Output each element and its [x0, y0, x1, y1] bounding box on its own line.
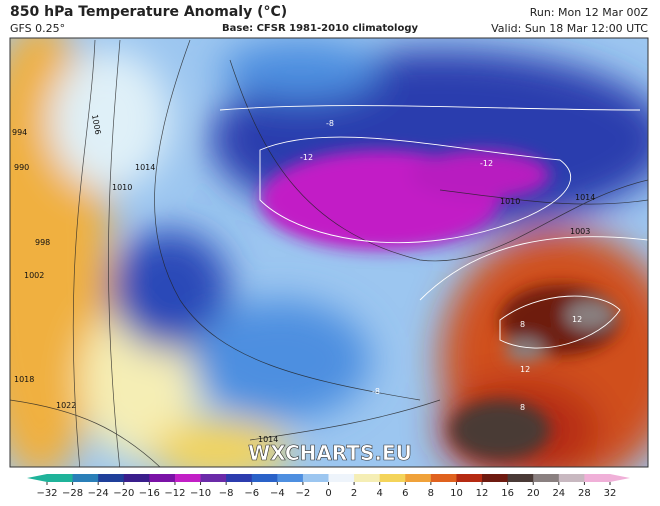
valid: Valid: Sun 18 Mar 12:00 UTC: [491, 22, 648, 35]
isobar-label: 1006: [90, 114, 102, 136]
colorbar-tick-label: 8: [428, 488, 434, 499]
watermark: WXCHARTS.EU: [248, 441, 412, 465]
colorbar-segment: [149, 474, 176, 482]
colorbar-tick-label: −10: [190, 488, 211, 499]
colorbar-tick-label: −6: [244, 488, 259, 499]
colorbar-tick-label: 2: [351, 488, 357, 499]
colorbar-segment: [379, 474, 406, 482]
isobar-label: 1014: [575, 193, 595, 202]
colorbar-tick-label: 0: [325, 488, 331, 499]
colorbar-tick-label: 16: [501, 488, 514, 499]
colorbar-tick-label: −4: [270, 488, 285, 499]
colorbar-tick-label: 32: [604, 488, 617, 499]
colorbar-arrow-low: [27, 474, 47, 482]
colorbar-segment: [354, 474, 381, 482]
isobars: [10, 39, 648, 467]
isobar-label: 1010: [112, 183, 132, 192]
run: Run: Mon 12 Mar 00Z: [529, 6, 648, 19]
colorbar-segment: [226, 474, 253, 482]
colorbar: −32 −28 −24 −20 −16 −12 −10 −8 −6 −4 −2 0 2 4 6 8 10 12 16…: [27, 474, 630, 499]
anomaly-label: 8: [520, 403, 525, 412]
anomaly-label: -12: [300, 153, 313, 162]
colorbar-segment: [47, 474, 74, 482]
colorbar-segment: [507, 474, 534, 482]
colorbar-tick-label: 12: [476, 488, 489, 499]
colorbar-segment: [123, 474, 150, 482]
colorbar-segment: [405, 474, 432, 482]
colorbar-tick-label: 10: [450, 488, 463, 499]
anomaly-field: 994 1006 990 998 1002 1010 1014 1018 102…: [10, 38, 648, 467]
colorbar-tick-label: −24: [88, 488, 109, 499]
colorbar-segment: [302, 474, 329, 482]
colorbar-segment: [533, 474, 560, 482]
isobar-label: 998: [35, 238, 50, 247]
anomaly-label: 8: [520, 320, 525, 329]
isobar-label: 1010: [500, 197, 520, 206]
colorbar-tick-label: −12: [164, 488, 185, 499]
model: GFS 0.25°: [10, 22, 66, 35]
colorbar-tick-label: 6: [402, 488, 408, 499]
colorbar-segment: [277, 474, 304, 482]
isobar-label: 1014: [135, 163, 155, 172]
colorbar-segment: [558, 474, 585, 482]
isobar-label: 1022: [56, 401, 76, 410]
isobar-labels: 994 1006 990 998 1002 1010 1014 1018 102…: [12, 114, 595, 444]
anomaly-label: 12: [520, 365, 530, 374]
isobar-label: 994: [12, 128, 27, 137]
anomaly-label: -8: [326, 119, 334, 128]
title: 850 hPa Temperature Anomaly (°C): [10, 4, 288, 20]
isobar-label: 1003: [570, 227, 590, 236]
colorbar-tick-label: 28: [578, 488, 591, 499]
base: Base: CFSR 1981-2010 climatology: [222, 23, 419, 34]
colorbar-tick-label: −2: [296, 488, 311, 499]
colorbar-tick-label: −16: [139, 488, 160, 499]
colorbar-segment: [430, 474, 457, 482]
isobar-label: 1014: [258, 435, 278, 444]
colorbar-segment: [200, 474, 227, 482]
colorbar-tick-label: −32: [36, 488, 57, 499]
colorbar-segment: [174, 474, 202, 482]
isobar-label: 990: [14, 163, 29, 172]
colorbar-segment: [98, 474, 125, 482]
colorbar-arrow-high: [610, 474, 630, 482]
isobar-label: 1002: [24, 271, 44, 280]
colorbar-segment: [456, 474, 483, 482]
colorbar-tick-label: −20: [113, 488, 134, 499]
colorbar-tick-label: −28: [62, 488, 83, 499]
colorbar-segment: [72, 474, 99, 482]
colorbar-tick-label: 20: [527, 488, 540, 499]
anomaly-labels: -8 -12 -12 8 12 12 8 -8: [300, 119, 582, 412]
map-frame: [9, 37, 649, 468]
colorbar-tick-label: 4: [376, 488, 382, 499]
colorbar-segment: [584, 474, 611, 482]
anomaly-label: 12: [572, 315, 582, 324]
colorbar-tick-label: 24: [552, 488, 565, 499]
colorbar-tick-label: −8: [219, 488, 234, 499]
isobar-label: 1018: [14, 375, 34, 384]
anomaly-label: -12: [480, 159, 493, 168]
colorbar-segment: [482, 474, 509, 482]
anomaly-contours: [219, 105, 648, 349]
colorbar-segment: [328, 474, 355, 482]
colorbar-segment: [251, 474, 278, 482]
anomaly-label: -8: [372, 387, 380, 396]
